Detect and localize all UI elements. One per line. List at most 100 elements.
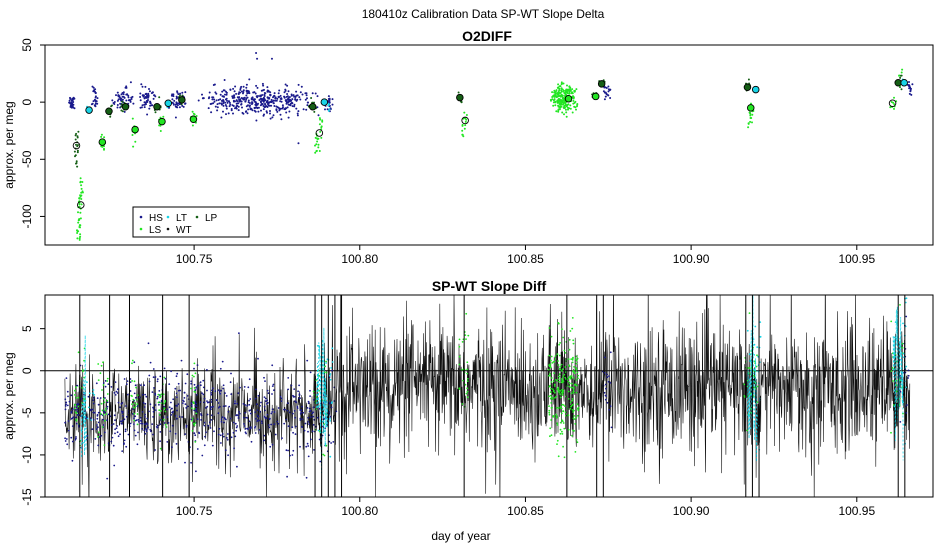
o2diff-point bbox=[75, 162, 78, 164]
o2diff-cluster-hs bbox=[602, 85, 612, 101]
slope-diff-point bbox=[559, 393, 562, 396]
o2diff-point bbox=[213, 100, 216, 103]
o2diff-point bbox=[241, 106, 243, 109]
o2diff-panel: O2DIFF approx. per meg 100.75 100.80 100.8… bbox=[2, 28, 934, 266]
o2diff-point bbox=[255, 84, 258, 87]
slope-diff-point bbox=[75, 437, 77, 440]
slope-diff-point bbox=[567, 428, 570, 431]
slope-diff-point bbox=[328, 411, 331, 413]
slope-diff-point bbox=[604, 398, 607, 401]
slope-diff-point bbox=[219, 434, 222, 437]
slope-diff-point bbox=[283, 422, 286, 425]
o2diff-point bbox=[238, 96, 241, 99]
slope-diff-point bbox=[232, 431, 235, 434]
o2diff-point bbox=[220, 99, 223, 102]
o2diff-point bbox=[462, 135, 465, 138]
o2diff-point bbox=[287, 116, 290, 119]
slope-diff-point bbox=[202, 393, 205, 396]
slope-diff-point bbox=[296, 405, 299, 408]
o2diff-point bbox=[320, 125, 323, 128]
legend-box bbox=[132, 206, 250, 238]
slope-diff-point bbox=[568, 385, 571, 388]
o2diff-point bbox=[240, 103, 243, 105]
slope-diff-point bbox=[273, 423, 276, 425]
slope-diff-point bbox=[71, 440, 74, 443]
slope-diff-point bbox=[117, 435, 120, 438]
slope-diff-point bbox=[170, 407, 173, 410]
slope-diff-point bbox=[185, 407, 188, 409]
slope-diff-point bbox=[259, 410, 261, 413]
slope-diff-point bbox=[82, 370, 84, 373]
slope-diff-x-tick-label: 100.80 bbox=[341, 504, 378, 518]
o2diff-point bbox=[274, 96, 277, 99]
slope-diff-point bbox=[267, 392, 270, 395]
slope-diff-point bbox=[193, 424, 196, 427]
slope-diff-point bbox=[549, 394, 552, 397]
slope-diff-point bbox=[66, 404, 69, 407]
o2diff-point bbox=[602, 90, 605, 93]
slope-diff-point bbox=[87, 406, 90, 409]
o2diff-point bbox=[144, 85, 147, 88]
slope-diff-point bbox=[247, 428, 250, 431]
o2diff-point bbox=[566, 84, 568, 87]
o2diff-point bbox=[557, 83, 560, 86]
slope-diff-point bbox=[129, 390, 132, 392]
o2diff-point bbox=[240, 85, 243, 88]
o2diff-point bbox=[127, 99, 130, 102]
slope-diff-point bbox=[556, 443, 558, 445]
slope-diff-point bbox=[164, 423, 167, 426]
slope-diff-series bbox=[45, 295, 933, 497]
o2diff-point bbox=[212, 96, 215, 99]
o2diff-point bbox=[280, 100, 283, 103]
slope-diff-point bbox=[74, 389, 76, 392]
slope-diff-point bbox=[166, 408, 169, 411]
slope-diff-point bbox=[106, 393, 109, 395]
slope-diff-point bbox=[307, 400, 310, 403]
o2diff-point bbox=[277, 92, 280, 95]
slope-diff-point bbox=[256, 414, 259, 417]
o2diff-point bbox=[130, 98, 133, 100]
o2diff-point bbox=[559, 100, 562, 103]
slope-diff-point bbox=[228, 405, 231, 408]
slope-diff-point bbox=[184, 461, 186, 464]
slope-diff-point bbox=[174, 432, 177, 435]
o2diff-point bbox=[573, 90, 576, 92]
slope-diff-point bbox=[209, 427, 212, 429]
slope-diff-point bbox=[136, 394, 139, 396]
slope-diff-point bbox=[134, 434, 137, 437]
slope-diff-point bbox=[166, 416, 169, 418]
slope-diff-point bbox=[309, 389, 311, 392]
slope-diff-point bbox=[219, 392, 222, 395]
slope-diff-point bbox=[899, 390, 902, 393]
slope-diff-point bbox=[176, 372, 179, 375]
slope-diff-point bbox=[134, 405, 137, 408]
slope-diff-point bbox=[102, 384, 105, 386]
slope-diff-point bbox=[564, 405, 566, 407]
o2diff-point bbox=[314, 151, 317, 154]
slope-diff-point bbox=[331, 369, 333, 372]
slope-diff-point bbox=[141, 428, 143, 430]
slope-diff-point bbox=[144, 402, 147, 405]
o2diff-point bbox=[295, 99, 298, 102]
o2diff-point bbox=[147, 94, 150, 97]
o2diff-point bbox=[80, 191, 83, 194]
slope-diff-point bbox=[98, 436, 101, 438]
wt-slope-diff-line bbox=[64, 305, 337, 497]
o2diff-point bbox=[213, 83, 216, 86]
slope-diff-point bbox=[325, 444, 328, 447]
slope-diff-point bbox=[177, 403, 180, 406]
slope-diff-point bbox=[895, 397, 898, 400]
slope-diff-point bbox=[163, 405, 165, 408]
o2diff-point bbox=[262, 108, 265, 111]
slope-diff-point bbox=[190, 387, 192, 390]
o2diff-point bbox=[148, 107, 151, 110]
slope-diff-point bbox=[559, 389, 561, 392]
o2diff-point bbox=[148, 90, 151, 93]
o2diff-point bbox=[111, 104, 113, 107]
slope-diff-point bbox=[106, 405, 109, 408]
slope-diff-point bbox=[576, 403, 579, 405]
slope-diff-point bbox=[75, 416, 77, 419]
o2diff-point bbox=[73, 97, 76, 100]
o2diff-point bbox=[177, 102, 180, 105]
slope-diff-point bbox=[168, 383, 171, 385]
